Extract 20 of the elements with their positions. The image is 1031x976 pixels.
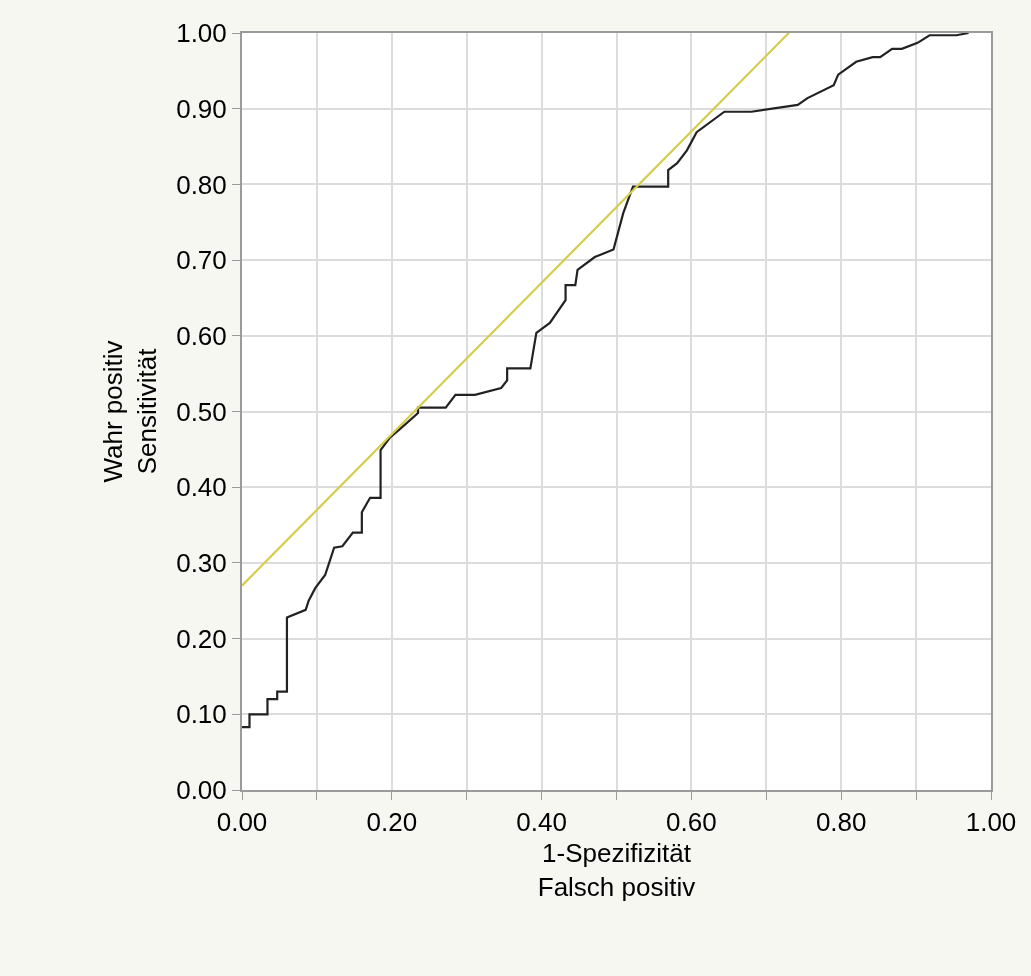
- y-tick-label: 0.30: [176, 548, 227, 578]
- x-tick-label: 1.00: [965, 807, 1017, 838]
- x-axis-title: 1-Spezifizität Falsch positiv: [537, 838, 696, 903]
- x-tick-label: 0.80: [815, 807, 867, 838]
- y-tick-label: 0.80: [176, 169, 227, 200]
- y-axis-title: Wahr positiv Sensitivität: [98, 340, 163, 483]
- y-tick-label: 0.20: [176, 623, 227, 654]
- y-tick-label: 0.60: [176, 320, 227, 351]
- y-tick-label: 0.90: [176, 93, 227, 124]
- x-tick-label: 0.40: [516, 807, 567, 838]
- y-tick-label: 1.00: [176, 18, 227, 49]
- y-tick-label: 0.50: [176, 396, 227, 427]
- x-tick-label: 0.00: [216, 807, 268, 838]
- x-tick-label: 0.60: [666, 807, 717, 838]
- line-series: [242, 33, 970, 729]
- y-tick-label: 0.70: [176, 245, 227, 276]
- y-tick-label: 0.40: [176, 472, 227, 503]
- x-tick-label: 0.20: [366, 807, 418, 838]
- y-tick-label: 0.10: [176, 699, 227, 730]
- y-tick-label: 0.00: [176, 775, 227, 806]
